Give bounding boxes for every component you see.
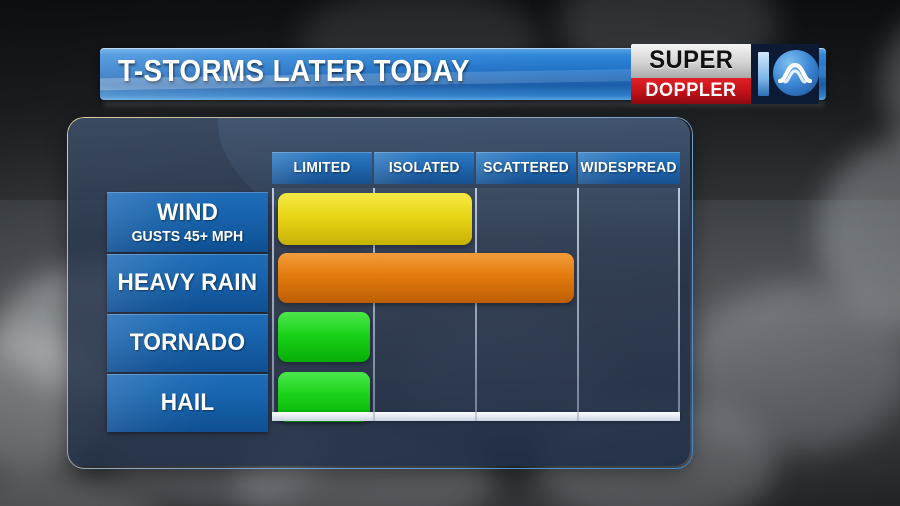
grid-floor bbox=[272, 412, 680, 421]
logo-doppler-label: DOPPLER bbox=[645, 79, 737, 101]
logo-super-text: SUPER bbox=[631, 44, 751, 78]
grid-line-3 bbox=[577, 188, 579, 412]
row-label-tornado-title: TORNADO bbox=[129, 329, 246, 356]
row-label-wind-subtitle: GUSTS 45+ MPH bbox=[131, 228, 244, 245]
row-label-heavy-rain-title: HEAVY RAIN bbox=[117, 269, 258, 296]
column-header-limited-label: LIMITED bbox=[293, 160, 351, 176]
column-header-isolated[interactable]: ISOLATED bbox=[374, 152, 474, 184]
row-label-hail-title: HAIL bbox=[160, 389, 215, 416]
logo-digit-one bbox=[758, 52, 769, 96]
logo-doppler-text: DOPPLER bbox=[631, 77, 751, 104]
title-bar: T-STORMS LATER TODAY bbox=[100, 48, 826, 100]
logo-super-label: SUPER bbox=[648, 46, 734, 75]
column-header-scattered[interactable]: SCATTERED bbox=[476, 152, 576, 184]
row-label-heavy-rain[interactable]: HEAVY RAIN bbox=[107, 254, 268, 312]
row-label-hail[interactable]: HAIL bbox=[107, 374, 268, 432]
column-header-widespread-label: WIDESPREAD bbox=[580, 160, 678, 176]
grid-line-right bbox=[678, 188, 680, 412]
column-header-isolated-label: ISOLATED bbox=[388, 160, 460, 176]
floor-divider-1 bbox=[373, 412, 375, 421]
title-bar-shadow bbox=[104, 100, 824, 109]
column-header-scattered-label: SCATTERED bbox=[483, 160, 569, 176]
column-header-widespread[interactable]: WIDESPREAD bbox=[578, 152, 680, 184]
row-label-tornado[interactable]: TORNADO bbox=[107, 314, 268, 372]
floor-divider-3 bbox=[577, 412, 579, 421]
bar-wind[interactable] bbox=[278, 193, 472, 245]
threat-matrix-panel: WIND GUSTS 45+ MPH HEAVY RAIN TORNADO HA… bbox=[68, 118, 690, 466]
bar-tornado[interactable] bbox=[278, 312, 370, 362]
floor-divider-2 bbox=[475, 412, 477, 421]
logo-channel-ten bbox=[751, 44, 819, 104]
page-title: T-STORMS LATER TODAY bbox=[118, 53, 470, 88]
likelihood-grid: LIMITED ISOLATED SCATTERED WIDESPREAD bbox=[272, 152, 680, 448]
doppler-wave-icon bbox=[778, 62, 812, 84]
logo-digit-zero bbox=[773, 50, 819, 96]
super-doppler-10-logo: SUPER DOPPLER bbox=[631, 44, 819, 104]
logo-wordmark: SUPER DOPPLER bbox=[631, 44, 751, 104]
row-label-wind[interactable]: WIND GUSTS 45+ MPH bbox=[107, 192, 268, 252]
bar-heavy-rain[interactable] bbox=[278, 253, 574, 303]
column-header-limited[interactable]: LIMITED bbox=[272, 152, 372, 184]
grid-line-left bbox=[272, 188, 274, 412]
row-label-wind-title: WIND bbox=[156, 199, 219, 226]
